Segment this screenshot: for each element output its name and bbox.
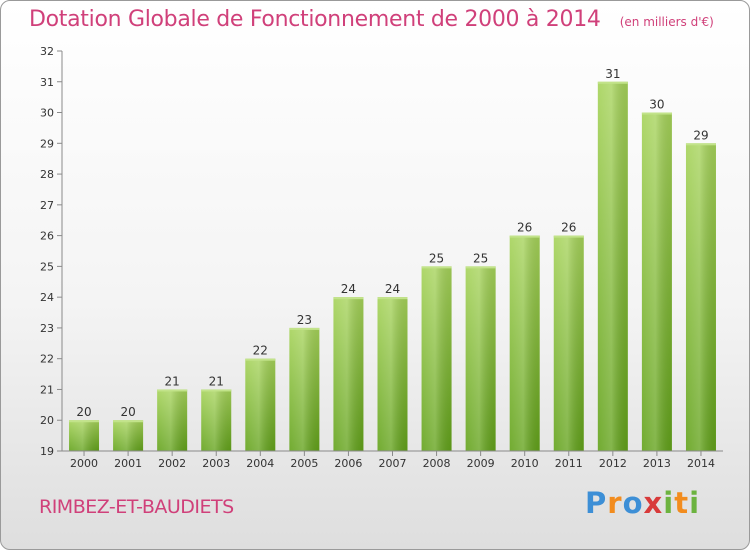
bar-shine bbox=[509, 235, 540, 451]
bar-shine bbox=[69, 420, 100, 451]
bar-value-label: 26 bbox=[517, 221, 532, 235]
x-tick-label: 2005 bbox=[290, 457, 318, 470]
bar-shine bbox=[553, 235, 584, 451]
x-tick-label: 2011 bbox=[555, 457, 583, 470]
bar-top-highlight bbox=[377, 297, 408, 300]
bar-top-highlight bbox=[597, 81, 628, 84]
bar-shine bbox=[421, 266, 452, 451]
y-tick-label: 28 bbox=[40, 168, 54, 181]
x-tick-label: 2001 bbox=[114, 457, 142, 470]
bar-value-label: 24 bbox=[341, 282, 356, 296]
x-tick-label: 2008 bbox=[423, 457, 451, 470]
y-tick-label: 22 bbox=[40, 353, 54, 366]
bar-shine bbox=[641, 112, 672, 452]
chart-title: Dotation Globale de Fonctionnement de 20… bbox=[29, 7, 601, 32]
bar-top-highlight bbox=[685, 143, 716, 146]
x-tick-label: 2009 bbox=[467, 457, 495, 470]
bar-top-highlight bbox=[509, 235, 540, 238]
bar-value-label: 20 bbox=[76, 405, 91, 419]
bar-shine bbox=[597, 81, 628, 452]
proxiti-logo: Proxiti bbox=[585, 486, 700, 520]
bar-shine bbox=[685, 143, 716, 452]
bar-shine bbox=[465, 266, 496, 451]
x-tick-label: 2010 bbox=[511, 457, 539, 470]
y-tick-label: 31 bbox=[40, 76, 54, 89]
x-tick-label: 2007 bbox=[379, 457, 407, 470]
bar-shine bbox=[377, 297, 408, 451]
y-tick-label: 29 bbox=[40, 137, 54, 150]
bar-value-label: 20 bbox=[120, 405, 135, 419]
y-tick-label: 21 bbox=[40, 383, 54, 396]
bar-shine bbox=[113, 420, 144, 451]
logo-letter: t bbox=[674, 486, 690, 520]
bar-top-highlight bbox=[641, 112, 672, 115]
bar-value-label: 21 bbox=[165, 374, 180, 388]
x-tick-label: 2014 bbox=[687, 457, 715, 470]
y-tick-label: 25 bbox=[40, 260, 54, 273]
chart-title-row: Dotation Globale de Fonctionnement de 20… bbox=[29, 7, 714, 32]
x-tick-label: 2012 bbox=[599, 457, 627, 470]
logo-letter: o bbox=[622, 486, 644, 520]
bar-value-label: 24 bbox=[385, 282, 400, 296]
y-axis: 19 20 21 22 23 24 25 26 27 28 29 30 31 32 bbox=[40, 45, 63, 458]
x-tick-label: 2006 bbox=[334, 457, 362, 470]
bar-value-label: 26 bbox=[561, 221, 576, 235]
bar-value-label: 29 bbox=[693, 128, 708, 142]
logo-letter: x bbox=[643, 486, 664, 520]
bar-top-highlight bbox=[69, 420, 100, 423]
y-tick-label: 26 bbox=[40, 230, 54, 243]
bar-top-highlight bbox=[333, 297, 364, 300]
bar-top-highlight bbox=[421, 266, 452, 269]
logo-letter: r bbox=[607, 486, 623, 520]
chart-units: (en milliers d'€) bbox=[619, 15, 714, 29]
x-tick-label: 2004 bbox=[246, 457, 274, 470]
y-tick-label: 30 bbox=[40, 107, 54, 120]
bar-top-highlight bbox=[553, 235, 584, 238]
logo-letter: i bbox=[663, 486, 675, 520]
bar-value-label: 23 bbox=[297, 313, 312, 327]
y-tick-label: 23 bbox=[40, 322, 54, 335]
bar-top-highlight bbox=[157, 389, 188, 392]
bar-top-highlight bbox=[245, 358, 276, 361]
x-axis: 2000 2001 2002 2003 2004 2005 2006 2007 2008 2009… bbox=[62, 450, 723, 470]
bar-top-highlight bbox=[465, 266, 496, 269]
y-tick-label: 24 bbox=[40, 291, 54, 304]
bar-value-label: 25 bbox=[429, 251, 444, 265]
bar-value-label: 25 bbox=[473, 251, 488, 265]
bar-shine bbox=[201, 389, 232, 451]
y-tick-label: 27 bbox=[40, 199, 54, 212]
bar-value-label: 21 bbox=[209, 374, 224, 388]
logo-letter: P bbox=[585, 486, 608, 520]
logo-letter: i bbox=[689, 486, 701, 520]
y-tick-label: 32 bbox=[40, 45, 54, 58]
bar-shine bbox=[245, 358, 276, 451]
x-tick-label: 2002 bbox=[158, 457, 186, 470]
y-tick-label: 20 bbox=[40, 414, 54, 427]
bar-shine bbox=[289, 327, 320, 451]
x-tick-label: 2003 bbox=[202, 457, 230, 470]
bars-group: 20 20 21 21 22 23 24 24 25 25 26 26 31 30 29 bbox=[69, 67, 716, 452]
bar-top-highlight bbox=[113, 420, 144, 423]
x-tick-label: 2000 bbox=[70, 457, 98, 470]
x-tick-label: 2013 bbox=[643, 457, 671, 470]
bar-top-highlight bbox=[289, 327, 320, 330]
bar-value-label: 30 bbox=[649, 98, 664, 112]
y-tick-label: 19 bbox=[40, 445, 54, 458]
bar-shine bbox=[333, 297, 364, 451]
bar-value-label: 31 bbox=[605, 67, 620, 81]
bar-top-highlight bbox=[201, 389, 232, 392]
bar-value-label: 22 bbox=[253, 344, 268, 358]
commune-name: RIMBEZ-ET-BAUDIETS bbox=[39, 496, 234, 518]
bar-shine bbox=[157, 389, 188, 451]
